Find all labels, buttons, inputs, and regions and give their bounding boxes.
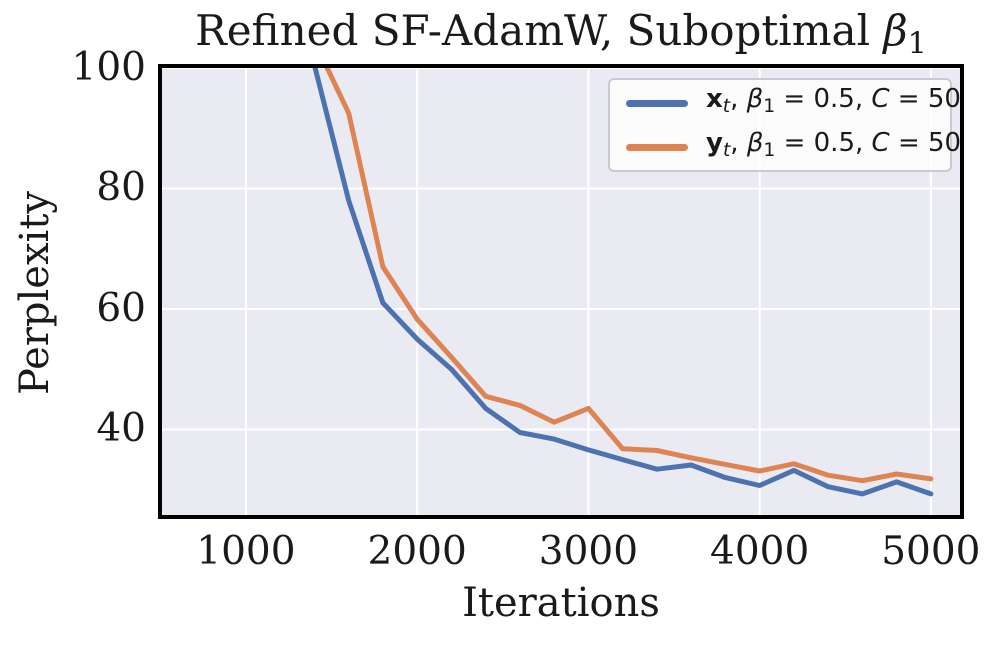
text-part: t bbox=[722, 140, 731, 162]
series-line-xt bbox=[312, 68, 934, 497]
text-part: , bbox=[730, 127, 747, 158]
text-part: β bbox=[883, 6, 908, 55]
y-axis-label: Perplexity bbox=[12, 190, 58, 395]
legend-entry: xt, β1 = 0.5, C = 50 bbox=[610, 81, 961, 125]
text-part: β bbox=[746, 127, 764, 158]
text-part: x bbox=[706, 83, 723, 114]
chart-title: Refined SF-AdamW, Suboptimal β1 bbox=[158, 6, 964, 62]
x-axis-label: Iterations bbox=[462, 580, 660, 626]
text-part: Refined SF-AdamW, Suboptimal bbox=[195, 6, 884, 55]
text-part: 1 bbox=[907, 26, 927, 62]
x-tick-label: 2000 bbox=[367, 529, 467, 574]
legend-entry: yt, β1 = 0.5, C = 50 bbox=[610, 125, 961, 169]
series-line-yt bbox=[324, 68, 934, 484]
y-tick-label: 40 bbox=[96, 406, 146, 452]
x-tick-label: 4000 bbox=[710, 529, 810, 574]
text-part: C bbox=[871, 83, 890, 114]
text-part: , bbox=[730, 83, 747, 114]
y-tick-label: 100 bbox=[71, 45, 146, 90]
text-part: = 50 bbox=[889, 127, 962, 158]
legend: xt, β1 = 0.5, C = 50 yt, β1 = 0.5, C = 50 bbox=[608, 78, 961, 172]
text-part: = 0.5, bbox=[775, 83, 872, 114]
y-tick-label: 60 bbox=[96, 285, 146, 331]
text-part: y bbox=[706, 127, 723, 158]
plot-canvas bbox=[162, 68, 960, 515]
plot-area: xt, β1 = 0.5, C = 50 yt, β1 = 0.5, C = 50 bbox=[158, 64, 964, 519]
text-part: C bbox=[871, 127, 890, 158]
text-part: 1 bbox=[763, 140, 776, 162]
legend-line-swatch bbox=[626, 99, 688, 107]
legend-label: xt, β1 = 0.5, C = 50 bbox=[706, 84, 961, 122]
text-part: = 50 bbox=[889, 83, 961, 114]
y-tick-label: 80 bbox=[96, 165, 146, 211]
x-tick-label: 3000 bbox=[538, 529, 639, 574]
legend-line-swatch bbox=[626, 143, 688, 151]
text-part: = 0.5, bbox=[775, 127, 872, 158]
x-tick-label: 1000 bbox=[196, 529, 296, 574]
text-part: t bbox=[722, 96, 731, 118]
text-part: 1 bbox=[763, 96, 776, 118]
x-tick-label: 5000 bbox=[881, 529, 981, 574]
text-part: β bbox=[746, 83, 764, 114]
legend-label: yt, β1 = 0.5, C = 50 bbox=[706, 128, 961, 166]
